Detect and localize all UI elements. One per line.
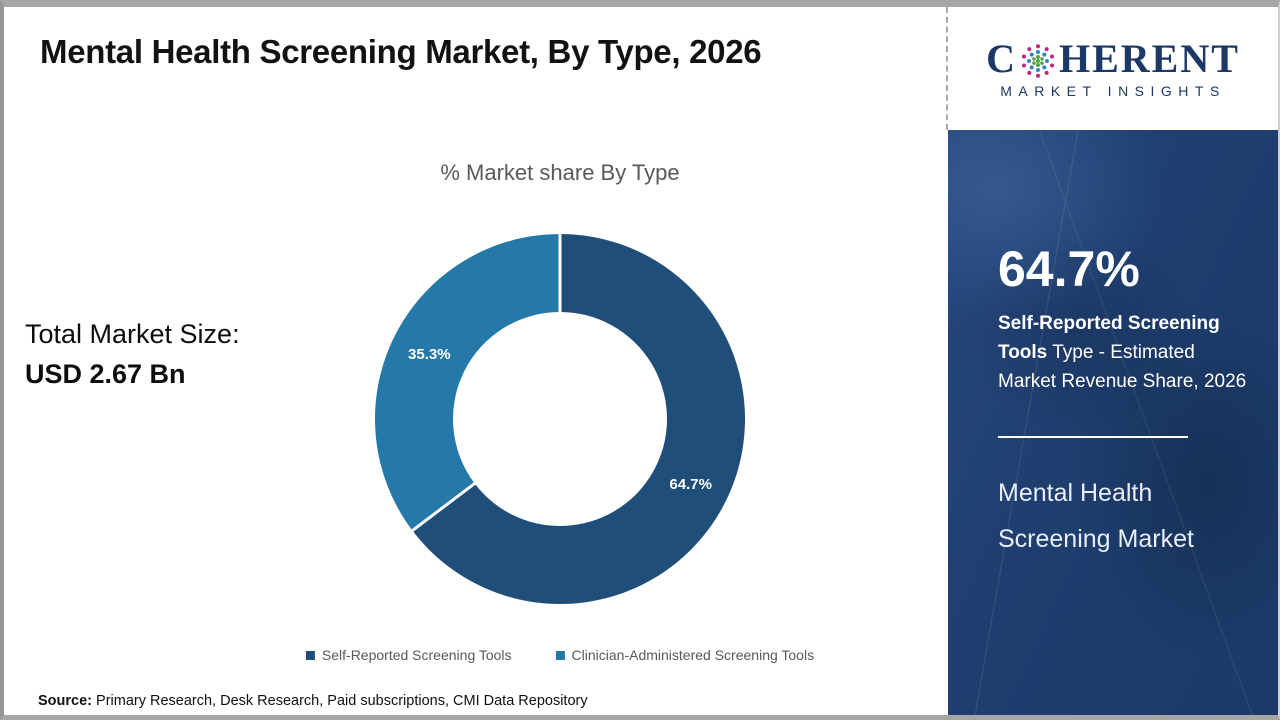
legend-item-self-reported: Self-Reported Screening Tools [305,647,512,663]
donut-data-label: 64.7% [669,476,712,493]
donut-data-label: 35.3% [408,346,451,363]
source-note: Source: Primary Research, Desk Research,… [38,693,588,709]
globe-dots-icon [1021,43,1055,78]
legend-label-clinician: Clinician-Administered Screening Tools [571,647,815,663]
brand-letter-c: C [986,35,1017,81]
chart-legend: Self-Reported Screening Tools Clinician-… [305,647,815,663]
brand-logo: C HERENT [946,7,1278,130]
highlight-description: Self-Reported Screening ​Tools Type - Es… [998,309,1248,396]
legend-item-clinician: Clinician-Administered Screening Tools [555,647,815,663]
total-market-block: Total Market Size: USD 2.67 Bn [25,319,240,390]
total-market-value: USD 2.67 Bn [25,359,186,389]
donut-segment-1 [375,234,560,531]
donut-chart: 64.7% 35.3% [360,219,760,619]
source-label: Source: [38,693,92,709]
source-text: Primary Research, Desk Research, Paid su… [92,693,588,709]
donut-separator [410,481,477,533]
brand-wordmark: C HERENT [986,35,1240,81]
donut-svg: 64.7% 35.3% [375,233,745,604]
brand-tagline: MARKET INSIGHTS [1000,82,1226,99]
donut-segment-0 [412,234,745,604]
chart-title: % Market share By Type [440,160,680,185]
legend-swatch-clinician [555,650,565,660]
legend-swatch-self-reported [305,650,315,660]
brand-letters-rest: HERENT [1058,35,1240,81]
sidebar-market-name: Mental Health Screening Market [998,479,1194,553]
highlight-percentage: 64.7% [998,241,1140,297]
total-market-label: Total Market Size: [25,319,240,349]
legend-label-self-reported: Self-Reported Screening Tools [321,647,512,663]
highlight-sidebar: 64.7% Self-Reported Screening ​Tools Typ… [948,130,1278,715]
highlight-segment-name: Self-Reported Screening ​Tools [998,313,1225,363]
sidebar-divider [998,436,1188,438]
page-title: Mental Health Screening Market, By Type,… [40,33,762,70]
highlight-description-rest: Type - Estimated Market Revenue Share, 2… [998,342,1247,392]
